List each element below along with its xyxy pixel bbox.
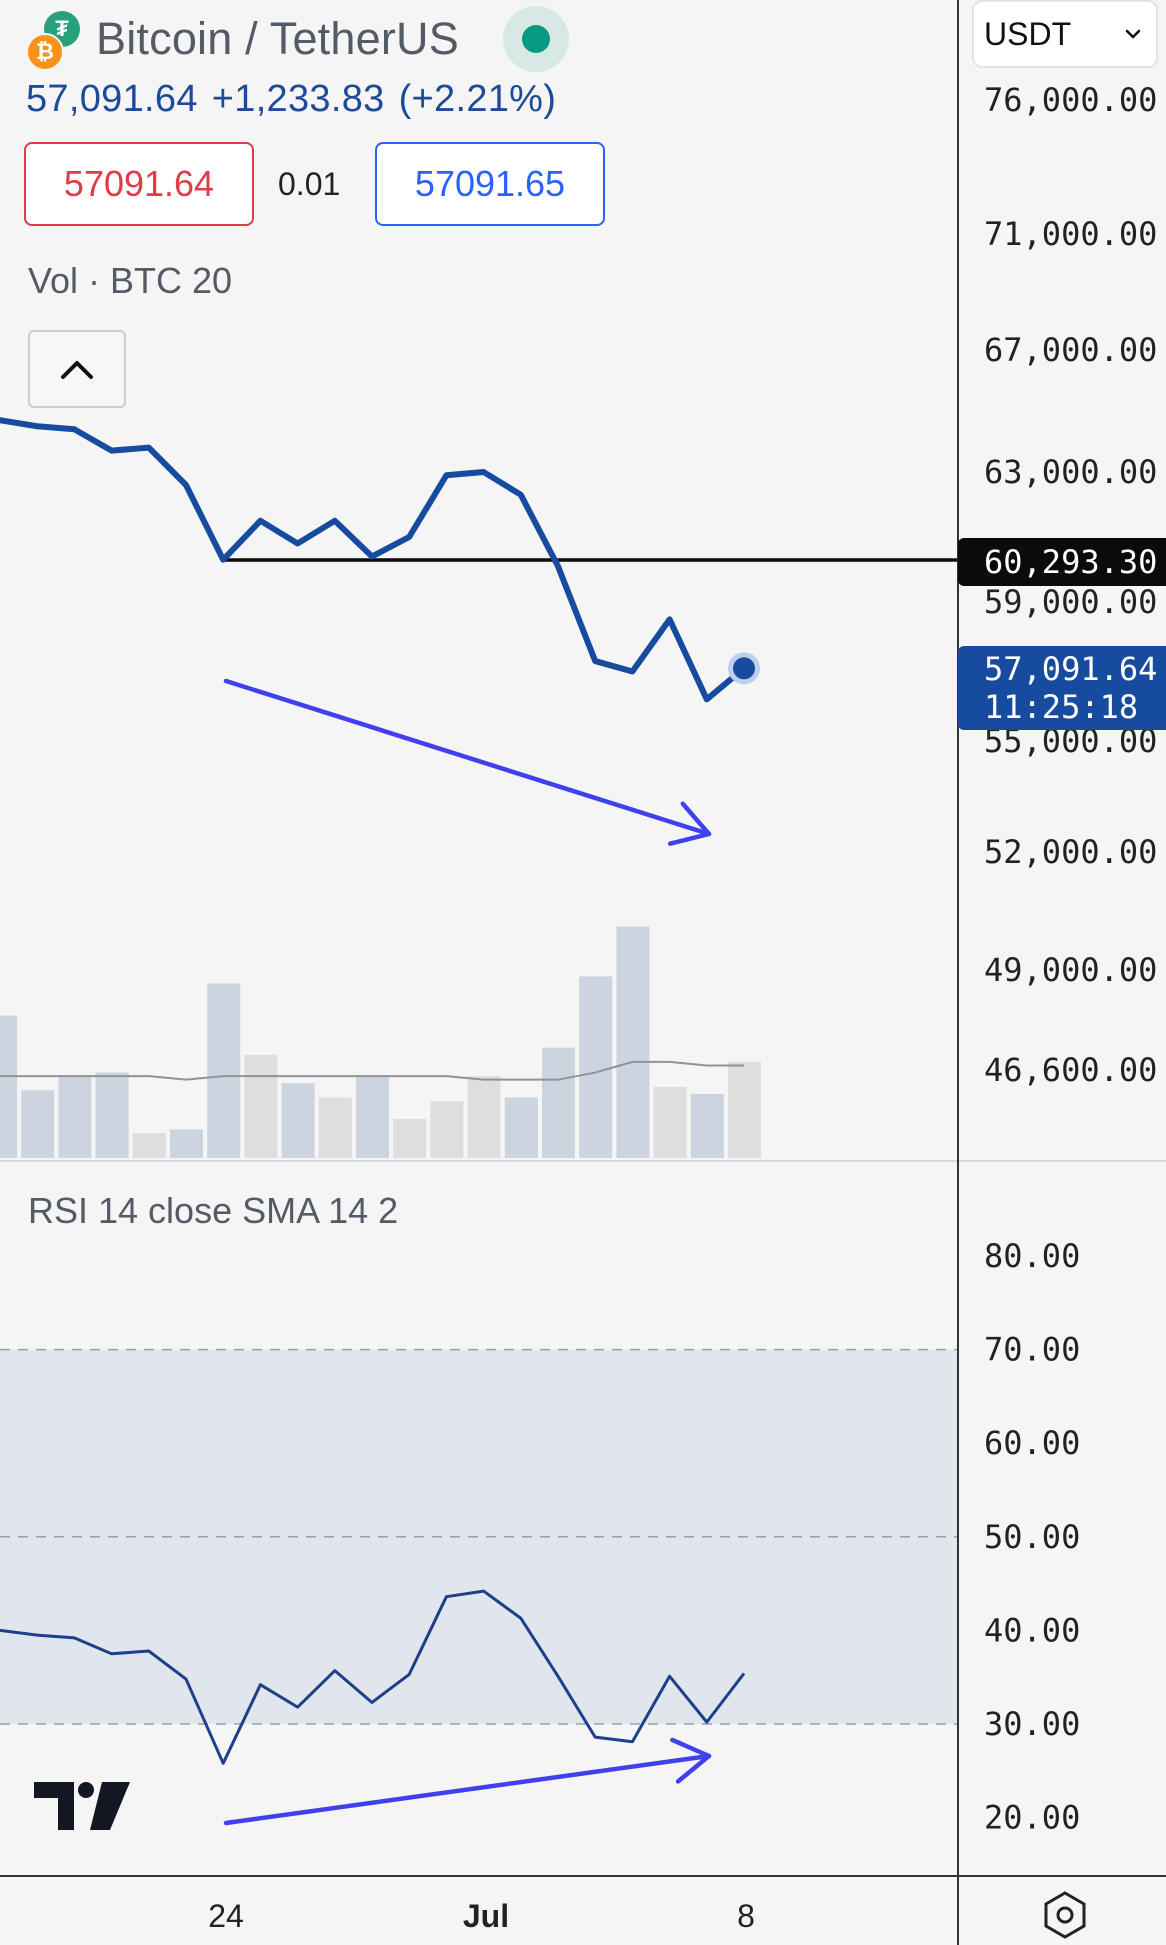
sell-button[interactable]: 57091.64 xyxy=(24,142,254,226)
tradingview-logo[interactable] xyxy=(34,1782,130,1837)
volume-bar xyxy=(728,1061,761,1158)
currency-value: USDT xyxy=(984,15,1072,52)
volume-layer xyxy=(0,926,761,1158)
price-axis-label: 67,000.00 xyxy=(984,331,1157,369)
time-axis-label: Jul xyxy=(463,1898,509,1934)
divergence-arrow-rsi xyxy=(223,1753,712,1826)
volume-bar xyxy=(579,976,613,1158)
volume-bar xyxy=(430,1101,464,1158)
volume-bar xyxy=(58,1076,92,1158)
divergence-arrow-price-head xyxy=(667,801,712,846)
tradingview-logo-icon xyxy=(34,1782,130,1830)
price-axis-label: 76,000.00 xyxy=(984,81,1157,119)
volume-bar xyxy=(281,1083,315,1158)
rsi-axis-label: 80.00 xyxy=(984,1237,1080,1275)
volume-bar xyxy=(21,1090,55,1158)
price-summary: 57,091.64 +1,233.83 (+2.21%) xyxy=(26,78,570,121)
rsi-band-layer xyxy=(0,1348,958,1725)
symbol-header[interactable]: ₮ ₿ Bitcoin / TetherUS xyxy=(26,6,569,72)
price-axis-label: 71,000.00 xyxy=(984,215,1157,253)
volume-ma-line xyxy=(0,1060,744,1081)
btc-logo-icon: ₿ xyxy=(26,33,64,71)
level-price-value: 60,293.30 xyxy=(984,543,1158,581)
market-status-icon[interactable] xyxy=(502,6,569,72)
chevron-down-icon xyxy=(1125,29,1141,39)
buy-button[interactable]: 57091.65 xyxy=(375,142,605,226)
rsi-axis-label: 40.00 xyxy=(984,1611,1080,1649)
rsi-indicator-label[interactable]: RSI 14 close SMA 14 2 xyxy=(28,1190,399,1231)
collapse-legend-button[interactable] xyxy=(28,330,126,408)
volume-bar xyxy=(653,1086,687,1158)
currency-select[interactable]: USDT xyxy=(972,0,1158,68)
rsi-axis-label: 50.00 xyxy=(984,1518,1080,1556)
price-axis-label: 59,000.00 xyxy=(984,583,1157,621)
coin-logos: ₮ ₿ xyxy=(26,11,82,71)
rsi-axis-label: 60.00 xyxy=(984,1424,1080,1462)
price-axis-label: 63,000.00 xyxy=(984,453,1157,491)
volume-bar xyxy=(542,1047,575,1158)
symbol-title[interactable]: Bitcoin / TetherUS xyxy=(96,13,459,64)
current-price-value: 57,091.64 xyxy=(984,650,1158,688)
rsi-axis-label: 70.00 xyxy=(984,1331,1080,1369)
rsi-axis-label: 30.00 xyxy=(984,1705,1080,1743)
rsi-line xyxy=(0,1589,746,1765)
volume-bar xyxy=(616,926,650,1158)
last-price: 57,091.64 xyxy=(26,78,198,120)
price-axis-label: 49,000.00 xyxy=(984,951,1157,989)
volume-bar xyxy=(132,1133,166,1158)
volume-bar xyxy=(356,1076,389,1158)
volume-bar xyxy=(393,1118,427,1158)
price-line xyxy=(0,417,747,703)
price-layer xyxy=(0,417,760,703)
level-price-tag: 60,293.30 xyxy=(958,538,1166,586)
rsi-layer xyxy=(0,1589,746,1765)
volume-bar xyxy=(467,1076,501,1158)
volume-bar xyxy=(170,1129,203,1158)
rsi-axis-label: 20.00 xyxy=(984,1799,1080,1837)
spread-value: 0.01 xyxy=(278,166,341,202)
divergence-arrow-rsi-head xyxy=(670,1737,712,1784)
current-price-tag: 57,091.64 11:25:18 xyxy=(958,646,1166,730)
price-axis-label: 52,000.00 xyxy=(984,833,1157,871)
volume-bar xyxy=(504,1097,538,1158)
time-axis-label: 8 xyxy=(737,1898,755,1934)
divergence-arrow-price xyxy=(223,678,712,837)
volume-bar xyxy=(0,1015,17,1158)
market-open-dot-icon xyxy=(521,25,550,53)
volume-bar xyxy=(318,1097,352,1158)
volume-bar xyxy=(95,1072,129,1158)
chart-settings-button[interactable] xyxy=(1040,1890,1090,1945)
volume-bar xyxy=(207,983,241,1158)
volume-bar xyxy=(690,1093,724,1158)
volume-bar xyxy=(244,1054,278,1158)
chevron-up-icon xyxy=(61,361,93,379)
settings-hexagon-icon xyxy=(1044,1891,1086,1939)
bar-countdown: 11:25:18 xyxy=(984,688,1139,726)
volume-indicator-label[interactable]: Vol · BTC 20 xyxy=(28,260,233,301)
time-axis-label: 24 xyxy=(208,1898,244,1934)
last-price-dot xyxy=(733,657,755,680)
arrow-layer xyxy=(223,678,712,1826)
price-change: +1,233.83 xyxy=(211,78,385,120)
price-axis-label: 46,600.00 xyxy=(984,1051,1157,1089)
price-change-percent: (+2.21%) xyxy=(398,78,557,120)
